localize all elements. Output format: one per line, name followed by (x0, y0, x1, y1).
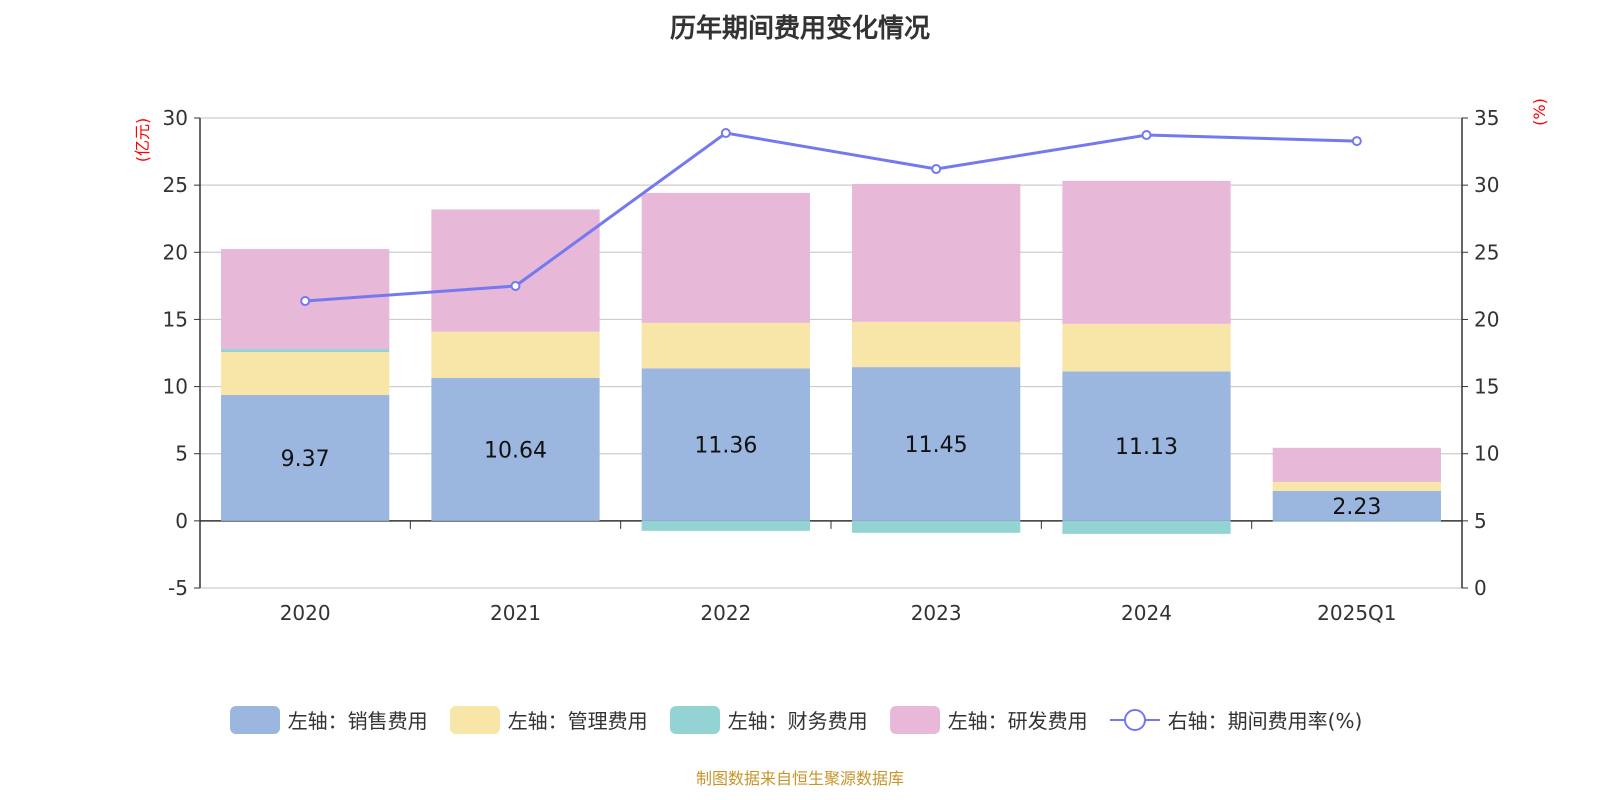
left-tick-label: 15 (163, 307, 188, 331)
bar-data-label: 11.45 (905, 433, 968, 458)
bar-segment (852, 321, 1021, 368)
bar-segment (1062, 371, 1231, 521)
x-tick-label: 2021 (490, 601, 541, 625)
legend-swatch (889, 705, 940, 734)
bar-segment (431, 331, 600, 378)
bar-segment (1272, 490, 1441, 521)
left-tick-label: 0 (175, 509, 188, 533)
legend-item[interactable]: 左轴：研发费用 (889, 705, 1088, 734)
x-tick-label: 2023 (911, 601, 962, 625)
legend-item[interactable]: 右轴：期间费用率(%) (1109, 705, 1363, 734)
line-point (300, 296, 311, 307)
legend: 左轴：销售费用 左轴：管理费用 左轴：财务费用 左轴：研发费用 右轴：期间费用率(%) (0, 705, 1600, 734)
left-axis-label: (亿元) (133, 118, 152, 163)
bar-segment (431, 377, 600, 521)
bar-data-label: 9.37 (281, 447, 330, 472)
right-tick-label: 0 (1474, 576, 1487, 600)
left-tick-label: 5 (175, 442, 188, 466)
chart-title: 历年期间费用变化情况 (669, 14, 930, 44)
bar-segment (1272, 481, 1441, 491)
right-tick-label: 35 (1474, 106, 1499, 130)
left-tick-label: 20 (163, 240, 188, 264)
legend-label: 左轴：研发费用 (947, 709, 1088, 733)
line-point (1351, 136, 1362, 147)
bar-segment (852, 520, 1021, 533)
left-tick-label: 25 (163, 173, 188, 197)
bar-segment (221, 349, 390, 353)
right-tick-label: 15 (1474, 375, 1499, 399)
bar-segment (1062, 323, 1231, 372)
legend-label: 右轴：期间费用率(%) (1167, 709, 1363, 733)
legend-item[interactable]: 左轴：财务费用 (669, 705, 868, 734)
bar-segment (641, 192, 810, 323)
legend-label: 左轴：财务费用 (727, 709, 868, 733)
bar-segment (1062, 520, 1231, 534)
bar-segment (641, 520, 810, 531)
bar-segment (221, 395, 390, 521)
x-tick-label: 2020 (280, 601, 331, 625)
bar-segment (1272, 520, 1441, 522)
line-series (305, 131, 1357, 303)
legend-swatch (229, 705, 280, 734)
bar-segment (852, 183, 1021, 322)
legend-line-marker-icon (1109, 708, 1160, 731)
legend-swatch (449, 705, 500, 734)
bar-segment (1272, 447, 1441, 482)
bar-segment (221, 352, 390, 396)
right-axis-label: (%) (1530, 98, 1549, 126)
bar-segment (1062, 180, 1231, 324)
x-tick-label: 2025Q1 (1317, 601, 1396, 625)
legend-item[interactable]: 左轴：管理费用 (449, 705, 648, 734)
right-tick-label: 25 (1474, 240, 1499, 264)
left-tick-label: -5 (168, 576, 188, 600)
bar-segment (641, 322, 810, 369)
line-point (510, 280, 521, 291)
legend-label: 左轴：销售费用 (287, 709, 428, 733)
chart-area: -5 0 5 10 15 20 25 30 0 5 10 15 20 25 30 35 (亿元) (%) 2020 2… (133, 98, 1549, 625)
right-tick-label: 5 (1474, 509, 1487, 533)
bar-data-label: 11.36 (694, 434, 757, 459)
right-tick-label: 20 (1474, 307, 1499, 331)
x-tick-label: 2022 (700, 601, 751, 625)
right-tick-label: 10 (1474, 442, 1499, 466)
bar-data-label: 10.64 (484, 438, 547, 463)
left-tick-label: 10 (163, 375, 188, 399)
line-point (931, 164, 942, 175)
left-tick-label: 30 (163, 106, 188, 130)
source-note: 制图数据来自恒生聚源数据库 (695, 769, 904, 788)
bar-data-label: 11.13 (1115, 435, 1178, 460)
bar-segment (852, 367, 1021, 521)
x-tick-label: 2024 (1121, 601, 1172, 625)
bar-segment (431, 209, 600, 332)
right-tick-label: 30 (1474, 173, 1499, 197)
legend-label: 左轴：管理费用 (507, 709, 648, 733)
bar-data-label: 2.23 (1332, 495, 1381, 520)
bar-segment (641, 368, 810, 521)
line-point (1141, 130, 1152, 141)
legend-swatch (669, 705, 720, 734)
line-point (720, 128, 731, 139)
legend-item[interactable]: 左轴：销售费用 (229, 705, 428, 734)
